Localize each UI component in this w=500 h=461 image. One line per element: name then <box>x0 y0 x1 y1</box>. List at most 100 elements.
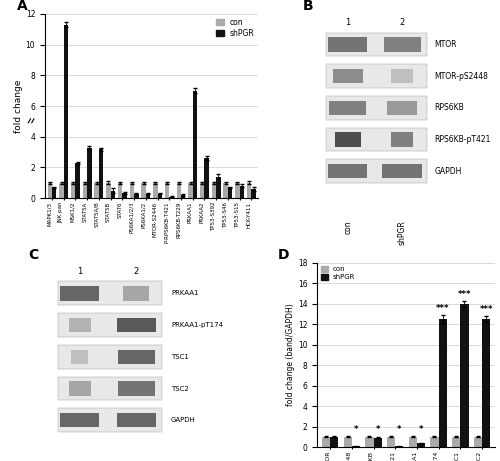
Bar <box>247 183 252 198</box>
Bar <box>374 438 382 447</box>
Bar <box>326 160 428 183</box>
Bar <box>146 194 150 198</box>
Bar <box>106 183 110 198</box>
Bar <box>452 437 460 447</box>
Bar <box>228 188 232 198</box>
Bar <box>212 183 216 198</box>
Bar <box>130 183 134 198</box>
Bar <box>438 319 447 447</box>
Bar <box>76 163 80 198</box>
Bar <box>430 437 438 447</box>
Bar <box>71 350 88 364</box>
Bar <box>216 177 220 198</box>
Bar <box>68 318 90 332</box>
Text: D: D <box>278 248 289 262</box>
Text: PRKAA1: PRKAA1 <box>171 290 198 296</box>
Text: GAPDH: GAPDH <box>171 417 196 423</box>
Text: ***: *** <box>436 304 450 313</box>
Bar <box>123 286 150 301</box>
Bar <box>395 446 404 447</box>
Bar <box>387 437 395 447</box>
Bar <box>460 304 468 447</box>
Bar <box>482 319 490 447</box>
Bar <box>330 437 338 447</box>
Bar <box>58 282 162 305</box>
Bar <box>142 183 146 198</box>
Bar <box>334 132 361 147</box>
Bar <box>64 24 68 198</box>
Text: B: B <box>303 0 314 13</box>
Text: *: * <box>397 426 402 434</box>
Bar <box>240 186 244 198</box>
Text: shPGR: shPGR <box>398 220 406 245</box>
Bar <box>474 437 482 447</box>
Bar <box>110 190 115 198</box>
Bar <box>188 183 193 198</box>
Y-axis label: fold change (band/GAPDH): fold change (band/GAPDH) <box>286 304 295 406</box>
Text: RPS6KB: RPS6KB <box>434 103 464 112</box>
Bar <box>326 33 428 56</box>
Bar <box>176 183 181 198</box>
Bar <box>116 413 156 427</box>
Bar <box>134 194 138 198</box>
Bar <box>382 164 422 178</box>
Text: 1: 1 <box>345 18 350 27</box>
Bar <box>326 64 428 88</box>
Bar <box>352 446 360 447</box>
Bar <box>408 437 417 447</box>
Bar <box>116 318 156 332</box>
Bar <box>328 37 368 52</box>
Bar <box>122 193 127 198</box>
Text: con: con <box>344 220 352 234</box>
Bar <box>118 350 155 364</box>
Bar <box>193 91 197 198</box>
Bar <box>170 197 174 198</box>
Bar <box>326 96 428 120</box>
Bar <box>204 158 209 198</box>
Bar <box>60 183 64 198</box>
Text: *: * <box>354 426 358 434</box>
Bar <box>235 183 240 198</box>
Bar <box>58 377 162 401</box>
Bar <box>58 345 162 369</box>
Bar <box>326 128 428 152</box>
Bar <box>384 37 420 52</box>
Y-axis label: fold change: fold change <box>14 79 23 133</box>
Bar <box>71 183 76 198</box>
Text: TSC1: TSC1 <box>171 354 189 360</box>
Bar <box>387 101 418 115</box>
Bar <box>60 413 100 427</box>
Bar <box>68 381 90 396</box>
Bar <box>83 183 87 198</box>
Bar <box>224 183 228 198</box>
Text: *: * <box>376 426 380 434</box>
Bar <box>58 408 162 432</box>
Bar <box>52 188 56 198</box>
Text: C: C <box>28 248 38 262</box>
Text: ***: *** <box>480 305 493 314</box>
Text: *: * <box>419 426 424 434</box>
Bar <box>58 313 162 337</box>
Text: MTOR-pS2448: MTOR-pS2448 <box>434 71 488 81</box>
Text: A: A <box>18 0 28 13</box>
Bar <box>252 189 256 198</box>
Text: RPS6KB-pT421: RPS6KB-pT421 <box>434 135 491 144</box>
Text: 2: 2 <box>134 267 139 276</box>
Text: TSC2: TSC2 <box>171 385 188 391</box>
Bar <box>391 132 413 147</box>
Bar <box>158 194 162 198</box>
Bar <box>330 101 366 115</box>
Text: MTOR: MTOR <box>434 40 457 49</box>
Bar <box>391 69 413 83</box>
Legend: con, shPGR: con, shPGR <box>320 266 356 280</box>
Text: ***: *** <box>458 290 471 299</box>
Text: 2: 2 <box>400 18 404 27</box>
Text: 1: 1 <box>77 267 82 276</box>
Bar <box>153 183 158 198</box>
Bar <box>48 183 52 198</box>
Bar <box>60 286 100 301</box>
Bar <box>165 183 170 198</box>
Bar <box>366 437 374 447</box>
Bar <box>332 69 363 83</box>
Bar <box>417 443 425 447</box>
